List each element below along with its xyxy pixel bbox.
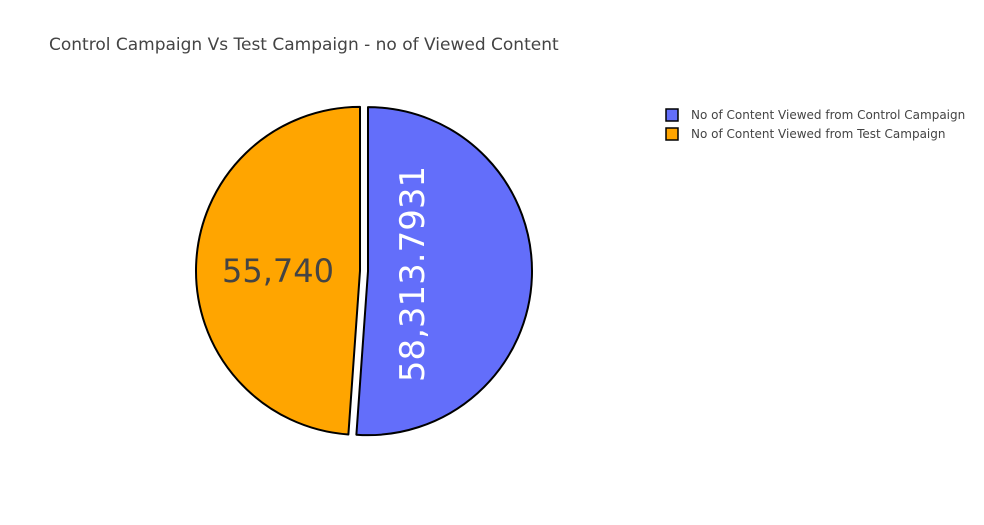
slice-label-test: 55,740 [222, 252, 334, 290]
pie-slice-test[interactable] [195, 105, 362, 436]
legend-label-test: No of Content Viewed from Test Campaign [691, 127, 945, 141]
legend-label-control: No of Content Viewed from Control Campai… [691, 108, 965, 122]
pie-slices: 58,313.7931 55,740 [195, 105, 533, 437]
legend-swatch-control [665, 108, 679, 122]
chart-title: Control Campaign Vs Test Campaign - no o… [49, 35, 559, 55]
legend-item-test[interactable]: No of Content Viewed from Test Campaign [665, 127, 945, 141]
slice-label-control: 58,313.7931 [393, 166, 433, 382]
legend-item-control[interactable]: No of Content Viewed from Control Campai… [665, 108, 965, 122]
legend-swatch-test [665, 127, 679, 141]
legend: No of Content Viewed from Control Campai… [665, 108, 965, 141]
pie-slice-control[interactable] [355, 106, 533, 437]
